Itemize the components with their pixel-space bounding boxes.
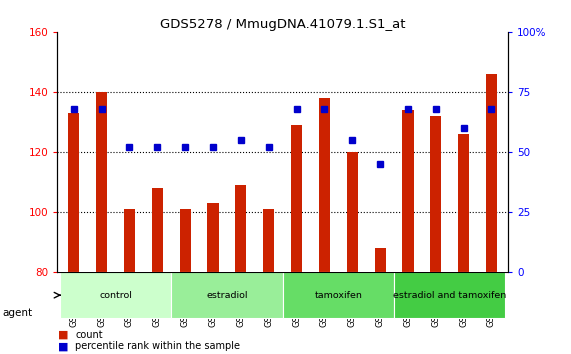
Text: count: count xyxy=(75,330,103,339)
Bar xyxy=(96,92,107,272)
Bar xyxy=(347,152,358,272)
Text: estradiol and tamoxifen: estradiol and tamoxifen xyxy=(393,291,506,299)
Bar xyxy=(124,209,135,272)
FancyBboxPatch shape xyxy=(394,272,505,318)
Bar xyxy=(291,125,302,272)
Text: ■: ■ xyxy=(58,341,69,351)
Bar xyxy=(486,74,497,272)
Text: estradiol: estradiol xyxy=(206,291,248,299)
Bar xyxy=(180,209,191,272)
FancyBboxPatch shape xyxy=(60,272,171,318)
Bar xyxy=(152,188,163,272)
Text: control: control xyxy=(99,291,132,299)
Bar xyxy=(458,134,469,272)
Bar xyxy=(207,203,219,272)
Bar xyxy=(430,116,441,272)
Text: ■: ■ xyxy=(58,330,69,339)
Bar xyxy=(263,209,274,272)
Bar xyxy=(375,248,385,272)
Text: percentile rank within the sample: percentile rank within the sample xyxy=(75,341,240,351)
FancyBboxPatch shape xyxy=(171,272,283,318)
Text: tamoxifen: tamoxifen xyxy=(315,291,362,299)
Text: agent: agent xyxy=(3,308,33,318)
Bar xyxy=(235,185,247,272)
Bar xyxy=(403,110,413,272)
Bar xyxy=(319,98,330,272)
Bar xyxy=(69,113,79,272)
FancyBboxPatch shape xyxy=(283,272,394,318)
Title: GDS5278 / MmugDNA.41079.1.S1_at: GDS5278 / MmugDNA.41079.1.S1_at xyxy=(160,18,405,31)
